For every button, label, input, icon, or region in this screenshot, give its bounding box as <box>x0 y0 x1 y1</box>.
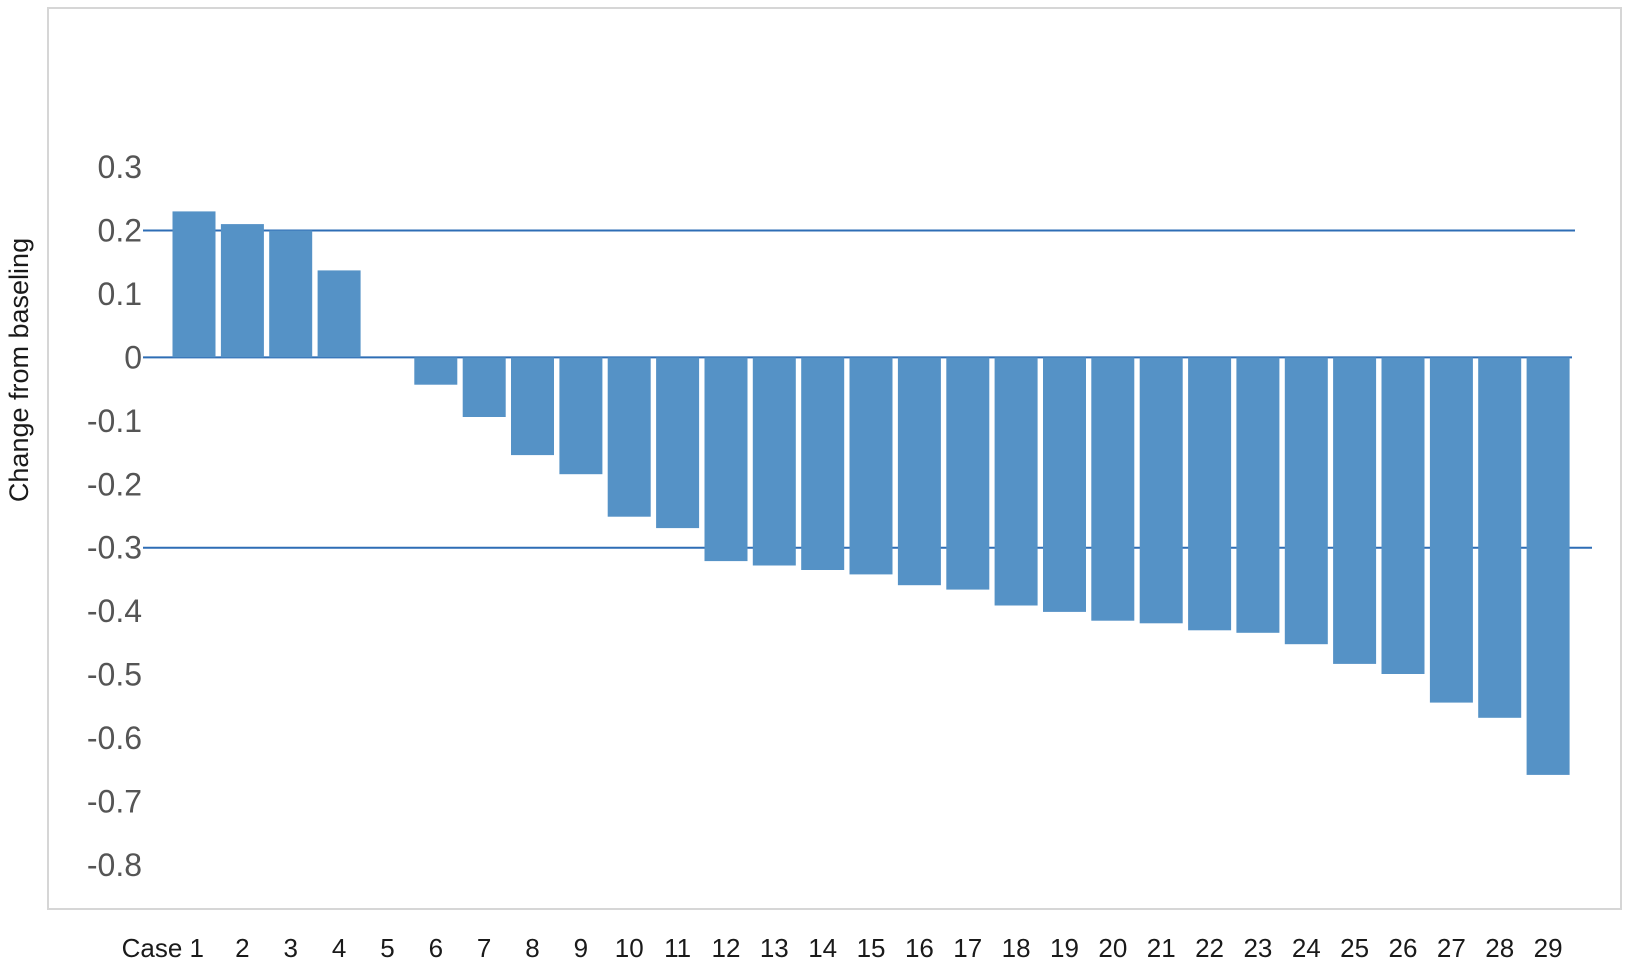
x-tick-label: 25 <box>1340 933 1369 963</box>
x-tick-label: 12 <box>711 933 740 963</box>
x-tick-label: 16 <box>905 933 934 963</box>
bar-14 <box>801 357 845 570</box>
bar-27 <box>1429 357 1473 703</box>
bar-4 <box>317 270 361 358</box>
bar-28 <box>1478 357 1522 718</box>
y-tick-label: -0.6 <box>87 720 142 756</box>
x-tick-label: 22 <box>1195 933 1224 963</box>
x-tick-label: 14 <box>808 933 837 963</box>
y-tick-label: -0.2 <box>87 466 142 502</box>
bar-7 <box>462 357 506 417</box>
bar-2 <box>220 224 264 358</box>
x-tick-label: 15 <box>857 933 886 963</box>
y-tick-label: -0.8 <box>87 847 142 883</box>
y-tick-label: -0.5 <box>87 657 142 693</box>
bar-3 <box>269 230 313 358</box>
bar-29 <box>1526 357 1570 775</box>
y-tick-label: 0.2 <box>98 212 142 248</box>
bar-17 <box>946 357 990 590</box>
x-tick-labels: Case 1 2 3 4 5 6 7 8 9 10 11 12 13 14 15 16 17 18 19 20 21 22… <box>122 933 1563 963</box>
x-tick-label: 27 <box>1437 933 1466 963</box>
x-tick-label: 9 <box>574 933 588 963</box>
x-tick-label: 2 <box>235 933 249 963</box>
bar-8 <box>511 357 554 456</box>
x-tick-label: 11 <box>664 933 691 963</box>
bar-19 <box>1043 357 1086 612</box>
x-tick-label: 23 <box>1243 933 1272 963</box>
x-tick-label: 8 <box>525 933 539 963</box>
bar-21 <box>1139 357 1183 624</box>
bar-1 <box>172 211 216 358</box>
x-tick-label: 29 <box>1534 933 1563 963</box>
bar-22 <box>1188 357 1232 631</box>
y-tick-label: -0.4 <box>87 593 142 629</box>
bar-24 <box>1284 357 1328 645</box>
y-tick-label: -0.7 <box>87 784 142 820</box>
x-tick-label: 19 <box>1050 933 1079 963</box>
x-tick-label: 13 <box>760 933 789 963</box>
bar-9 <box>559 357 603 475</box>
y-tick-label: -0.3 <box>87 530 142 566</box>
x-tick-label: 18 <box>1002 933 1031 963</box>
x-tick-label: 26 <box>1389 933 1418 963</box>
bar-20 <box>1091 357 1135 621</box>
x-tick-label: 28 <box>1485 933 1514 963</box>
x-tick-label: 5 <box>380 933 394 963</box>
x-tick-label: 24 <box>1292 933 1321 963</box>
x-tick-label: 4 <box>332 933 346 963</box>
bar-12 <box>704 357 748 562</box>
bar-18 <box>994 357 1038 606</box>
bar-25 <box>1333 357 1377 664</box>
bar-23 <box>1236 357 1280 633</box>
bar-26 <box>1381 357 1425 674</box>
bars-group <box>172 211 1570 775</box>
y-axis-label: Change from baseling <box>4 238 34 502</box>
bar-16 <box>897 357 941 586</box>
x-tick-label: 10 <box>615 933 644 963</box>
x-tick-label: 17 <box>953 933 982 963</box>
y-tick-label: 0.3 <box>98 149 142 185</box>
y-tick-label: 0 <box>124 339 142 375</box>
bar-15 <box>849 357 893 575</box>
y-tick-labels: 0.3 0.2 0.1 0 -0.1 -0.2 -0.3 -0.4 -0.5 -0.6 -0.7 -0… <box>87 149 142 883</box>
x-tick-label: Case 1 <box>122 933 204 963</box>
y-tick-label: 0.1 <box>98 276 142 312</box>
x-tick-label: 6 <box>429 933 443 963</box>
x-tick-label: 3 <box>283 933 297 963</box>
x-tick-label: 20 <box>1098 933 1127 963</box>
x-tick-label: 7 <box>477 933 491 963</box>
bar-6 <box>414 357 458 385</box>
x-tick-label: 21 <box>1147 933 1176 963</box>
bar-13 <box>752 357 796 566</box>
bar-11 <box>656 357 700 529</box>
y-tick-label: -0.1 <box>87 403 142 439</box>
bar-10 <box>607 357 651 517</box>
